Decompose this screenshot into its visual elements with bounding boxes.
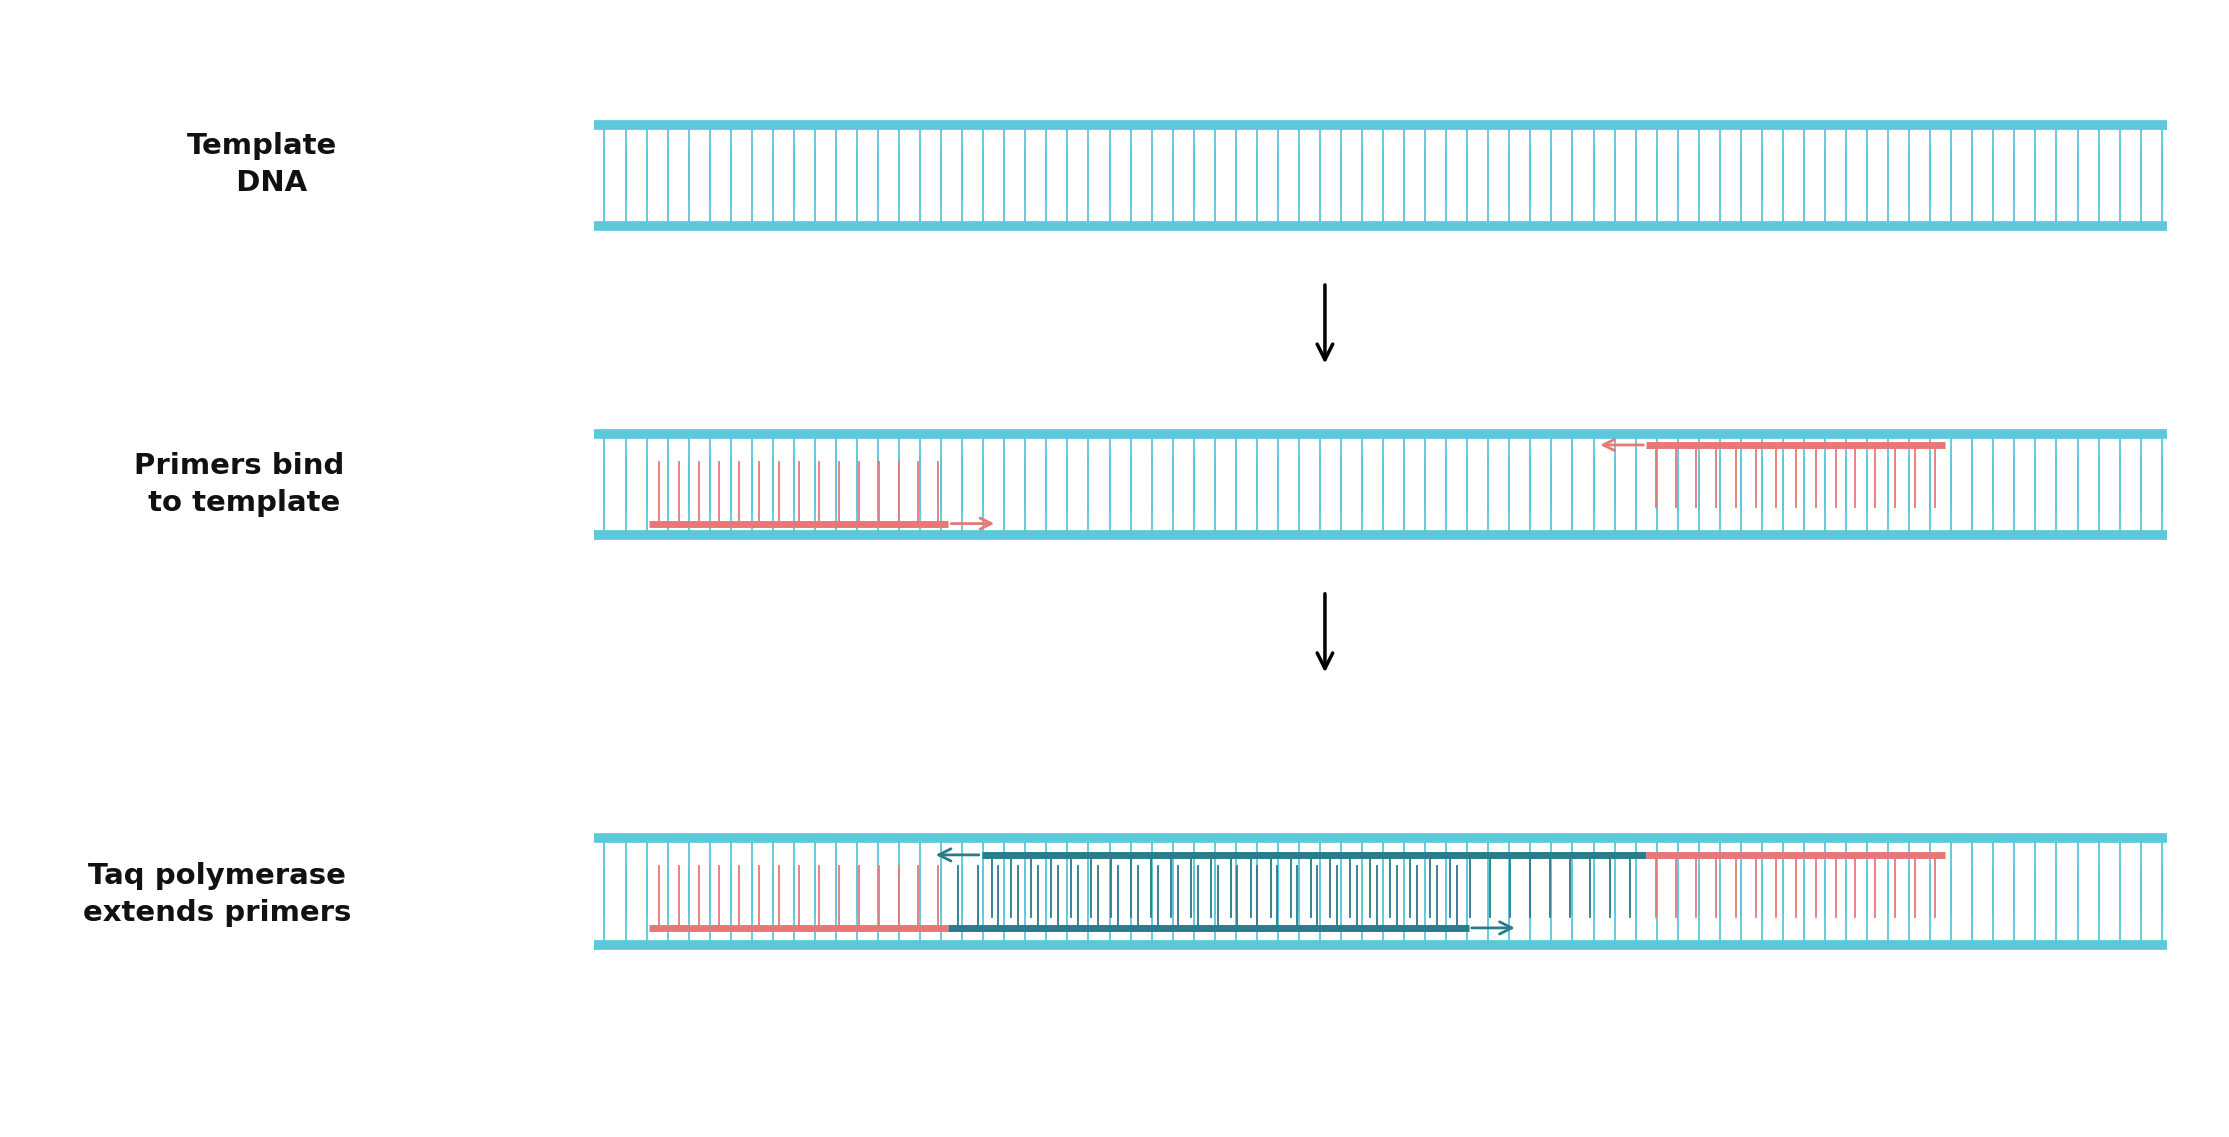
Text: Template
  DNA: Template DNA — [187, 132, 337, 197]
Text: Primers bind
 to template: Primers bind to template — [134, 451, 345, 516]
Text: Taq polymerase
extends primers: Taq polymerase extends primers — [82, 862, 352, 927]
